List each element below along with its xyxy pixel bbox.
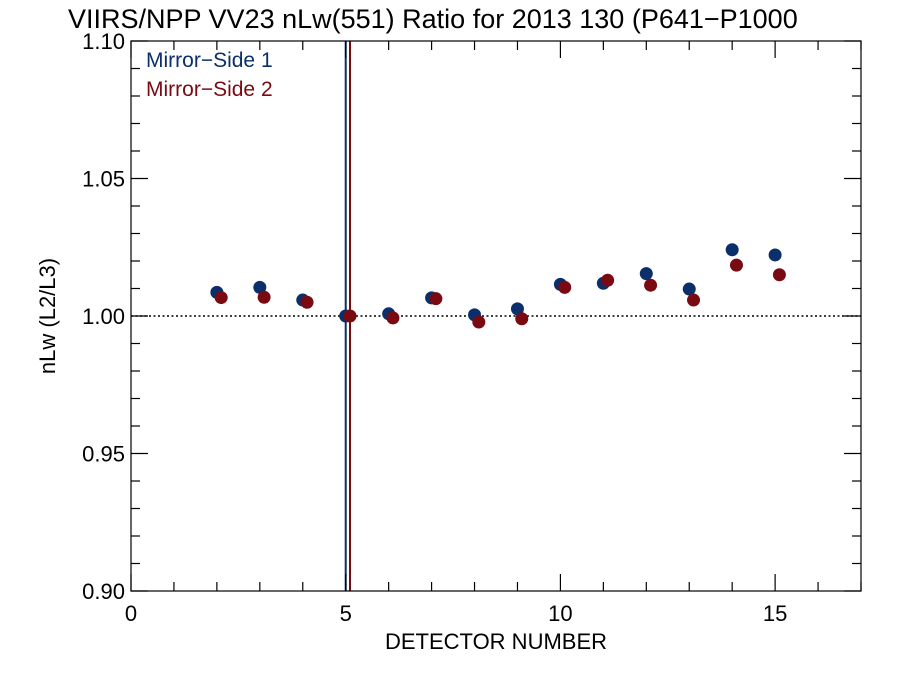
legend: Mirror−Side 1 Mirror−Side 2 [146, 49, 273, 101]
x-axis-title: DETECTOR NUMBER [385, 629, 607, 654]
data-points [210, 243, 786, 329]
data-point-series-2 [429, 292, 443, 306]
data-point-series-1 [768, 248, 782, 262]
data-point-series-2 [601, 273, 615, 287]
y-tick-label: 0.90 [82, 579, 125, 604]
y-tick-label: 1.00 [82, 304, 125, 329]
data-point-series-1 [639, 267, 653, 281]
data-point-series-2 [214, 291, 228, 305]
data-point-series-1 [725, 243, 739, 257]
x-tick-label: 0 [125, 601, 137, 626]
data-point-series-2 [472, 315, 486, 329]
data-point-series-2 [515, 312, 529, 326]
data-point-series-1 [510, 302, 524, 316]
data-point-series-2 [687, 293, 701, 307]
data-point-series-1 [682, 282, 696, 296]
data-point-series-2 [257, 290, 271, 304]
x-tick-label: 10 [548, 601, 572, 626]
y-tick-label: 1.10 [82, 29, 125, 54]
legend-item-mirror-side-2: Mirror−Side 2 [146, 78, 273, 101]
y-tick-label: 1.05 [82, 167, 125, 192]
plot-frame [130, 40, 862, 592]
chart-title: VIIRS/NPP VV23 nLw(551) Ratio for 2013 1… [68, 4, 798, 34]
y-tick-label: 0.95 [82, 442, 125, 467]
data-point-series-2 [386, 311, 400, 325]
data-point-series-2 [729, 258, 743, 272]
data-point-series-2 [644, 278, 658, 292]
y-axis-title: nLw (L2/L3) [35, 258, 60, 374]
data-point-series-2 [300, 295, 314, 309]
data-point-series-2 [558, 280, 572, 294]
legend-item-mirror-side-1: Mirror−Side 1 [146, 49, 273, 72]
tick-labels: 0 5 10 15 0.90 0.95 1.00 1.05 1.10 [82, 29, 787, 626]
x-tick-label: 15 [763, 601, 787, 626]
x-tick-label: 5 [340, 601, 352, 626]
data-point-series-1 [253, 280, 267, 294]
data-point-series-2 [343, 309, 357, 323]
data-point-series-2 [772, 268, 786, 282]
